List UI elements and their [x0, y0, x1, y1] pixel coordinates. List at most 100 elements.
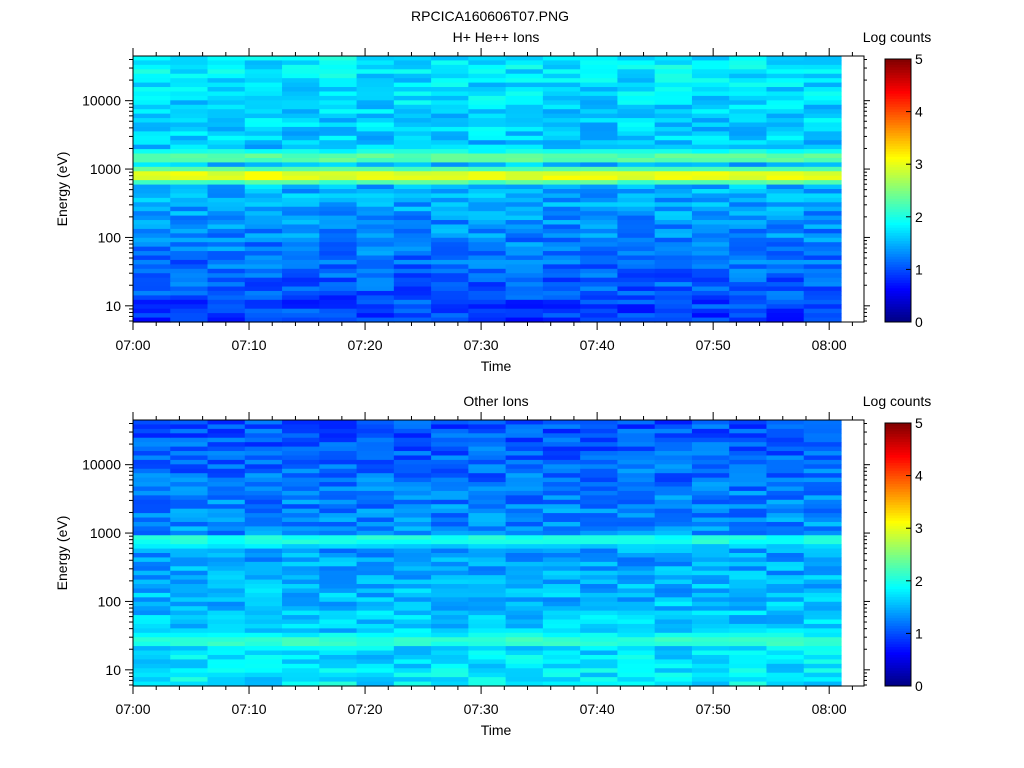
heatmap-cell: [729, 56, 768, 62]
heatmap-cell: [393, 597, 432, 603]
heatmap-cell: [803, 517, 842, 523]
heatmap-cell: [580, 641, 619, 647]
heatmap-cell: [617, 446, 656, 452]
heatmap-cell: [133, 104, 171, 110]
colorbar-step: [885, 216, 911, 220]
heatmap-cell: [170, 131, 209, 137]
heatmap-cell: [244, 504, 283, 510]
colorbar-frame: [884, 58, 912, 323]
heatmap-cell: [356, 504, 395, 510]
heatmap-cell: [803, 437, 842, 443]
heatmap-cell: [468, 566, 507, 572]
heatmap-cell: [766, 486, 805, 492]
heatmap-cell: [542, 242, 581, 248]
colorbar-step: [885, 683, 911, 687]
heatmap-cell: [766, 299, 805, 305]
heatmap-cell: [282, 517, 320, 523]
heatmap-cell: [617, 255, 656, 261]
heatmap-cell: [468, 521, 507, 527]
heatmap-cell: [393, 149, 432, 155]
heatmap-cell: [356, 246, 395, 252]
heatmap-cell: [617, 508, 656, 514]
heatmap-cell: [580, 442, 619, 448]
heatmap-cell: [654, 109, 693, 115]
heatmap-cell: [505, 295, 544, 301]
heatmap-cell: [207, 69, 246, 75]
heatmap-cell: [729, 437, 768, 443]
heatmap-cell: [617, 672, 656, 678]
heatmap-cell: [431, 60, 469, 66]
heatmap-cell: [542, 424, 581, 430]
heatmap-cell: [356, 87, 395, 93]
heatmap-cell: [393, 544, 432, 550]
heatmap-cell: [505, 175, 544, 181]
heatmap-cell: [207, 623, 246, 629]
heatmap-cell: [133, 504, 171, 510]
heatmap-cell: [468, 486, 507, 492]
heatmap-cell: [617, 654, 656, 660]
heatmap-cell: [766, 259, 805, 265]
heatmap-cell: [617, 313, 656, 319]
heatmap-cell: [393, 513, 432, 519]
heatmap-cell: [393, 109, 432, 115]
colorbar-step: [885, 187, 911, 191]
heatmap-cell: [691, 273, 730, 279]
x-tick-label: 07:50: [696, 337, 731, 353]
heatmap-cell: [580, 623, 619, 629]
heatmap-cell: [729, 420, 768, 426]
heatmap-cell: [431, 122, 469, 128]
colorbar-step: [885, 172, 911, 176]
heatmap-cell: [505, 548, 544, 554]
heatmap-cell: [617, 242, 656, 248]
heatmap-cell: [393, 82, 432, 88]
heatmap-cell: [170, 659, 209, 665]
heatmap-cell: [580, 659, 619, 665]
heatmap-cell: [393, 251, 432, 257]
heatmap-cell: [691, 672, 730, 678]
heatmap-cell: [133, 672, 171, 678]
panel-h-he-ions: H+ He++ Ions 07:00 07:10 07:20 07:30 07:40 07…: [54, 29, 931, 374]
heatmap-cell: [617, 233, 656, 239]
colorbar-step: [885, 232, 911, 236]
heatmap-cell: [617, 237, 656, 243]
heatmap-cell: [691, 623, 730, 629]
heatmap-cell: [803, 455, 842, 461]
heatmap-cell: [691, 499, 730, 505]
heatmap-cell: [542, 548, 581, 554]
heatmap-cell: [133, 437, 171, 443]
heatmap-cell: [170, 251, 209, 257]
heatmap-cell: [133, 615, 171, 621]
heatmap-cell: [356, 451, 395, 457]
heatmap-cell: [319, 504, 358, 510]
heatmap-cell: [133, 646, 171, 652]
heatmap-cell: [505, 113, 544, 119]
heatmap-cell: [617, 140, 656, 146]
heatmap-cell: [133, 233, 171, 239]
heatmap-cell: [542, 175, 581, 181]
heatmap-cell: [282, 566, 320, 572]
heatmap-cell: [431, 126, 469, 132]
heatmap-cell: [803, 539, 842, 545]
heatmap-cell: [431, 486, 469, 492]
heatmap-cell: [580, 553, 619, 559]
heatmap-cell: [431, 82, 469, 88]
heatmap-cell: [282, 224, 320, 230]
heatmap-cell: [766, 628, 805, 634]
heatmap-cell: [654, 579, 693, 585]
heatmap-cell: [766, 295, 805, 301]
heatmap-cell: [729, 242, 768, 248]
heatmap-cell: [282, 109, 320, 115]
heatmap-cell: [431, 184, 469, 190]
heatmap-cell: [356, 259, 395, 265]
heatmap-cell: [170, 553, 209, 559]
heatmap-cell: [580, 56, 619, 62]
heatmap-cell: [505, 544, 544, 550]
colorbar-step: [885, 501, 911, 506]
heatmap-cell: [431, 553, 469, 559]
heatmap-cell: [580, 677, 619, 683]
heatmap-cell: [207, 442, 246, 448]
heatmap-cell: [542, 255, 581, 261]
heatmap-cell: [282, 56, 320, 62]
colorbar-step: [885, 179, 911, 184]
heatmap-cell: [170, 646, 209, 652]
